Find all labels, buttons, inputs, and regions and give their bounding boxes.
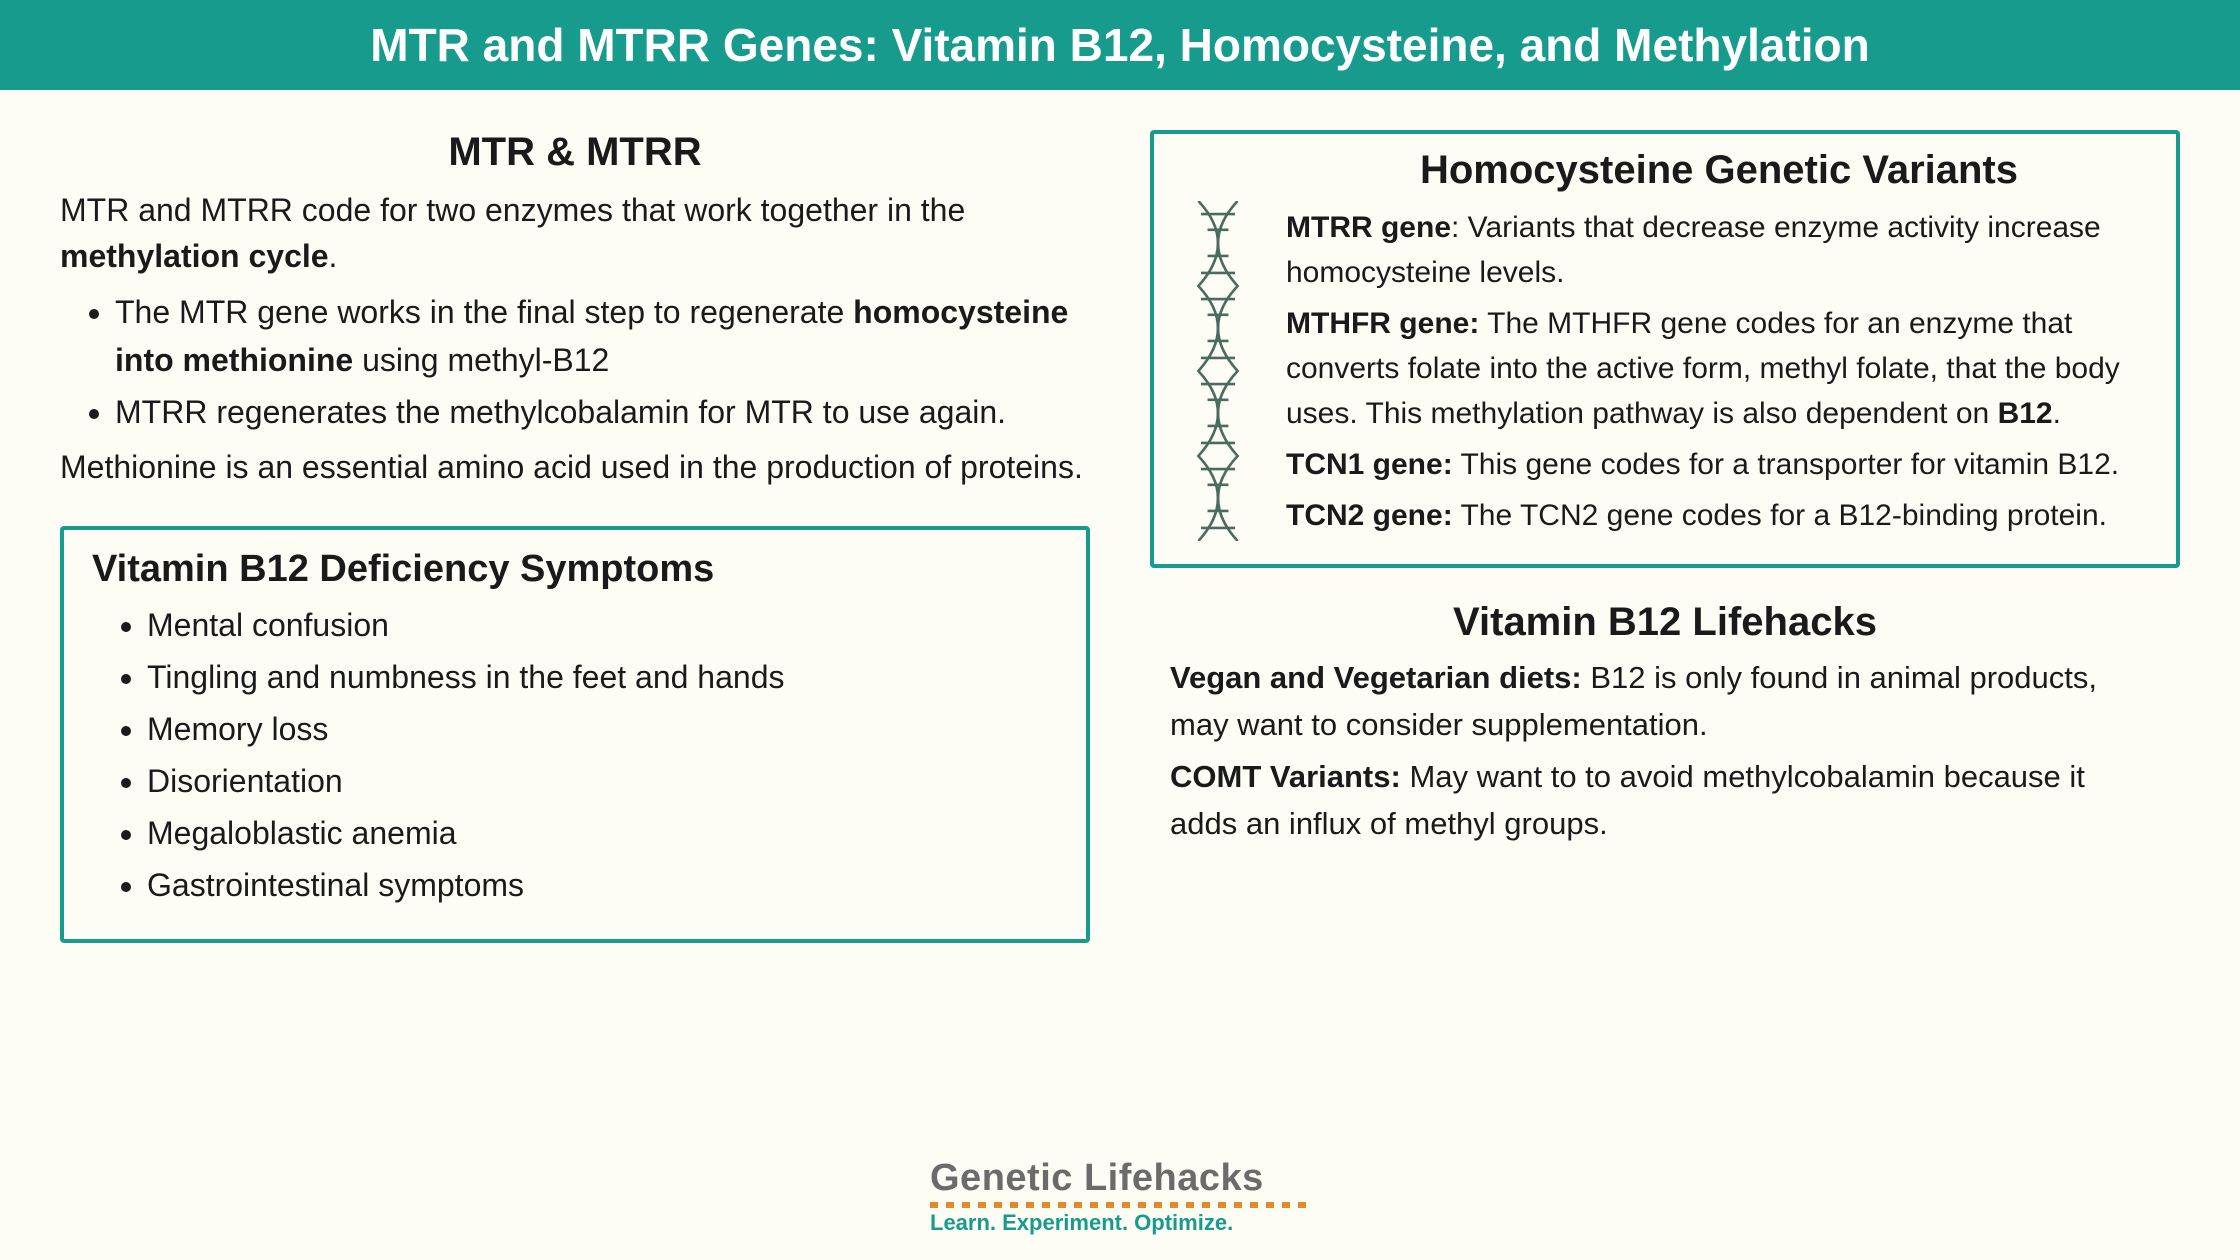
page-header: MTR and MTRR Genes: Vitamin B12, Homocys… (0, 0, 2240, 90)
list-item: MTRR regenerates the methylcobalamin for… (115, 388, 1090, 436)
gene-list: MTRR gene: Variants that decrease enzyme… (1286, 205, 2152, 538)
dna-icon (1178, 148, 1268, 544)
gene-tcn2: TCN2 gene: The TCN2 gene codes for a B12… (1286, 493, 2152, 538)
list-item: Mental confusion (147, 601, 1058, 649)
lifehack-vegan: Vegan and Vegetarian diets: B12 is only … (1150, 655, 2180, 748)
list-item: Memory loss (147, 705, 1058, 753)
right-column: Homocysteine Genetic Variants MTRR gene:… (1150, 130, 2180, 943)
variants-content: Homocysteine Genetic Variants MTRR gene:… (1286, 148, 2152, 544)
list-item: Megaloblastic anemia (147, 809, 1058, 857)
list-item: Tingling and numbness in the feet and ha… (147, 653, 1058, 701)
logo-divider (930, 1202, 1310, 1208)
gene-mtrr: MTRR gene: Variants that decrease enzyme… (1286, 205, 2152, 295)
variants-title: Homocysteine Genetic Variants (1286, 148, 2152, 193)
symptoms-box: Vitamin B12 Deficiency Symptoms Mental c… (60, 526, 1090, 943)
symptoms-title: Vitamin B12 Deficiency Symptoms (92, 548, 1058, 591)
list-item: Gastrointestinal symptoms (147, 861, 1058, 909)
list-item: The MTR gene works in the final step to … (115, 288, 1090, 384)
mtr-mtrr-outro: Methionine is an essential amino acid us… (60, 444, 1090, 490)
logo-text: Genetic Lifehacks (930, 1157, 1310, 1200)
logo-tagline: Learn. Experiment. Optimize. (930, 1210, 1310, 1236)
lifehacks-title: Vitamin B12 Lifehacks (1150, 600, 2180, 645)
gene-tcn1: TCN1 gene: This gene codes for a transpo… (1286, 442, 2152, 487)
symptoms-list: Mental confusion Tingling and numbness i… (92, 601, 1058, 909)
lifehack-comt: COMT Variants: May want to to avoid meth… (1150, 754, 2180, 847)
gene-mthfr: MTHFR gene: The MTHFR gene codes for an … (1286, 301, 2152, 436)
brand-logo: Genetic Lifehacks Learn. Experiment. Opt… (930, 1157, 1310, 1236)
list-item: Disorientation (147, 757, 1058, 805)
main-content: MTR & MTRR MTR and MTRR code for two enz… (0, 90, 2240, 943)
mtr-mtrr-section: MTR & MTRR MTR and MTRR code for two enz… (60, 130, 1090, 490)
left-column: MTR & MTRR MTR and MTRR code for two enz… (60, 130, 1090, 943)
mtr-mtrr-intro: MTR and MTRR code for two enzymes that w… (60, 187, 1090, 280)
mtr-mtrr-bullets: The MTR gene works in the final step to … (60, 288, 1090, 436)
mtr-mtrr-title: MTR & MTRR (60, 130, 1090, 175)
page-title: MTR and MTRR Genes: Vitamin B12, Homocys… (370, 19, 1870, 71)
variants-box: Homocysteine Genetic Variants MTRR gene:… (1150, 130, 2180, 568)
lifehacks-section: Vitamin B12 Lifehacks Vegan and Vegetari… (1150, 600, 2180, 847)
